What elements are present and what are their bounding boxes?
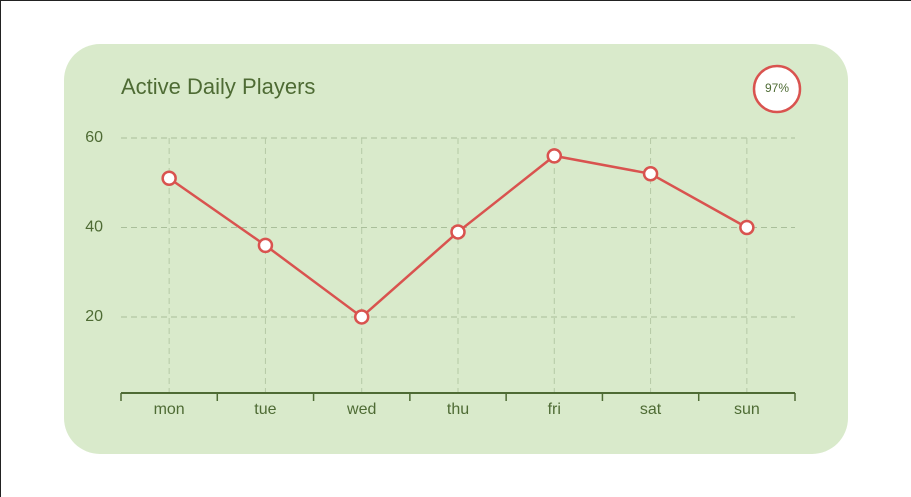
x-tick-label: mon bbox=[154, 401, 185, 418]
point bbox=[546, 148, 563, 164]
card bbox=[64, 44, 848, 454]
badge[interactable] bbox=[752, 64, 802, 114]
point bbox=[450, 224, 466, 240]
point bbox=[642, 166, 659, 182]
plot: 20 40 60 mon tue wed thu fri sat sun bbox=[85, 129, 796, 418]
y-tick-label: 20 bbox=[85, 308, 103, 325]
x-tick-label: wed bbox=[346, 401, 376, 418]
point bbox=[257, 237, 274, 254]
x-tick-label: thu bbox=[447, 401, 469, 418]
y-tick-label: 60 bbox=[85, 129, 103, 146]
badge-label: 97% bbox=[765, 81, 789, 95]
point bbox=[353, 309, 370, 325]
x-tick-label: sat bbox=[640, 401, 662, 418]
chart-title: Active Daily Players bbox=[121, 74, 315, 99]
y-tick-label: 40 bbox=[85, 219, 103, 236]
x-tick-label: tue bbox=[254, 401, 276, 418]
point bbox=[161, 170, 177, 187]
point bbox=[739, 219, 755, 236]
x-tick-label: fri bbox=[548, 401, 561, 418]
x-tick-label: sun bbox=[734, 401, 760, 418]
